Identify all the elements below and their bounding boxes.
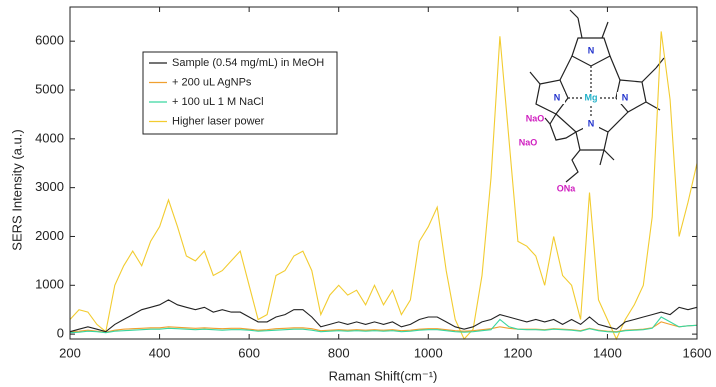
y-tick-label: 2000 xyxy=(35,228,64,243)
atom-bg xyxy=(583,118,599,130)
atom-bg xyxy=(558,183,574,195)
x-tick-label: 800 xyxy=(328,345,350,360)
data-line xyxy=(69,316,698,334)
atom-label: NaO xyxy=(526,113,545,123)
atom-bg xyxy=(583,92,599,104)
x-tick-label: 400 xyxy=(149,345,171,360)
y-tick-label: 5000 xyxy=(35,81,64,96)
y-tick-label: 4000 xyxy=(35,130,64,145)
y-tick-label: 1000 xyxy=(35,277,64,292)
legend-label: + 200 uL AgNPs xyxy=(172,76,252,88)
x-tick-label: 1600 xyxy=(683,345,712,360)
legend-label: + 100 uL 1 M NaCl xyxy=(172,96,264,108)
y-tick-label: 3000 xyxy=(35,179,64,194)
x-tick-label: 600 xyxy=(238,345,260,360)
legend-label: Sample (0.54 mg/mL) in MeOH xyxy=(172,57,324,69)
atom-label: N xyxy=(588,118,595,128)
atom-bg xyxy=(527,113,543,125)
atom-label: N xyxy=(622,92,629,102)
x-tick-label: 1200 xyxy=(503,345,532,360)
x-tick-label: 1000 xyxy=(414,345,443,360)
plot-frame xyxy=(69,6,698,340)
x-tick-label: 200 xyxy=(59,345,81,360)
atom-bg xyxy=(549,92,565,104)
legend-box xyxy=(142,51,338,135)
y-tick-label: 6000 xyxy=(35,33,64,48)
atom-label: ONa xyxy=(557,183,577,193)
legend-label: Higher laser power xyxy=(172,115,265,127)
data-line xyxy=(69,299,698,333)
data-line xyxy=(69,31,698,341)
atom-bg xyxy=(617,92,633,104)
atom-label: Mg xyxy=(585,92,598,102)
atom-bg xyxy=(583,45,599,57)
atom-bg xyxy=(520,137,536,149)
atom-label: N xyxy=(588,45,595,55)
y-tick-label: 0 xyxy=(57,326,64,341)
x-tick-label: 1400 xyxy=(593,345,622,360)
atom-label: NaO xyxy=(519,137,538,147)
y-axis-label: SERS Intensity (a.u.) xyxy=(9,129,24,250)
atom-label: N xyxy=(554,92,561,102)
x-axis-label: Raman Shift(cm⁻¹) xyxy=(329,368,438,383)
